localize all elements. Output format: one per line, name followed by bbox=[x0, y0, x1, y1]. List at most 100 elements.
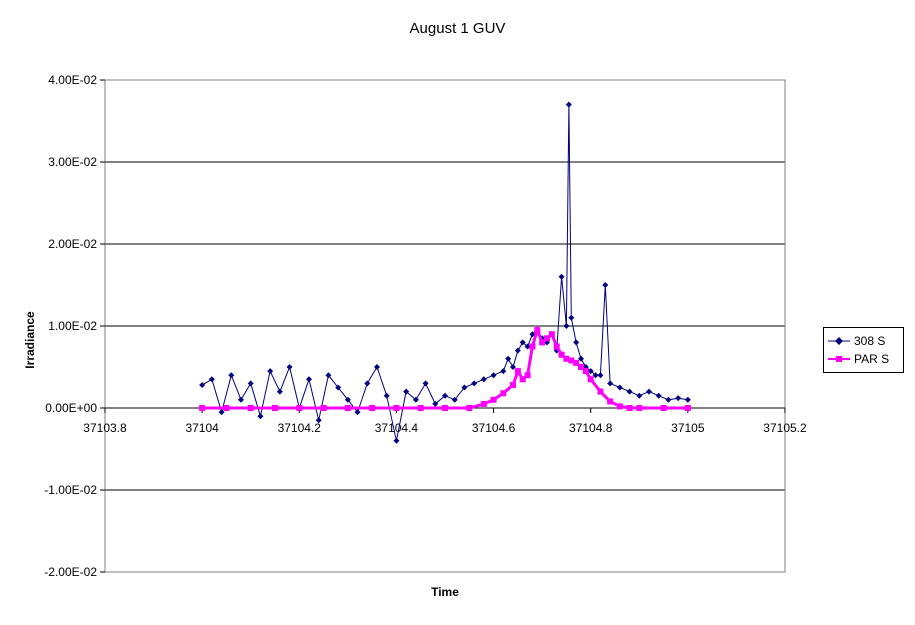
data-point bbox=[199, 382, 206, 389]
data-point bbox=[655, 392, 662, 399]
data-point bbox=[306, 376, 312, 383]
data-point bbox=[524, 372, 531, 379]
data-point bbox=[374, 364, 380, 370]
data-point bbox=[553, 343, 560, 350]
data-point bbox=[267, 368, 274, 375]
data-point bbox=[684, 405, 691, 411]
data-point bbox=[296, 405, 303, 411]
data-point bbox=[480, 400, 487, 407]
data-point bbox=[529, 343, 536, 350]
data-point bbox=[607, 380, 614, 387]
data-point bbox=[461, 384, 468, 391]
data-point bbox=[514, 368, 521, 375]
data-point bbox=[500, 390, 507, 397]
data-point bbox=[223, 405, 230, 411]
data-point bbox=[626, 388, 633, 395]
data-point bbox=[548, 331, 555, 338]
series-line bbox=[201, 104, 688, 441]
legend-item-par: PAR S bbox=[828, 351, 889, 367]
data-point bbox=[568, 314, 575, 321]
data-point bbox=[665, 396, 672, 403]
legend-label-308: 308 S bbox=[854, 334, 886, 348]
data-point bbox=[563, 323, 570, 329]
data-point bbox=[587, 376, 594, 383]
data-point bbox=[480, 376, 487, 383]
data-point bbox=[534, 327, 541, 334]
data-point bbox=[364, 380, 371, 387]
data-point bbox=[403, 388, 410, 395]
data-point bbox=[592, 372, 599, 379]
data-point bbox=[597, 388, 604, 395]
data-point bbox=[646, 388, 652, 395]
data-point bbox=[247, 380, 254, 387]
data-point bbox=[616, 384, 623, 391]
y-tick-label: 2.00E-02 bbox=[48, 237, 97, 251]
y-tick-label: 3.00E-02 bbox=[48, 155, 97, 169]
data-point bbox=[510, 364, 516, 370]
data-point bbox=[199, 405, 206, 411]
x-tick-label: 37104.8 bbox=[569, 421, 613, 435]
x-tick-label: 37105.2 bbox=[763, 421, 807, 435]
data-point bbox=[500, 368, 507, 375]
data-point bbox=[393, 405, 400, 411]
data-point bbox=[451, 396, 458, 403]
data-point bbox=[597, 372, 604, 379]
data-point bbox=[393, 437, 400, 444]
data-point bbox=[325, 372, 332, 379]
legend: 308 S PAR S bbox=[823, 327, 904, 373]
data-point bbox=[539, 339, 546, 346]
series-layer bbox=[199, 101, 691, 444]
data-point bbox=[675, 395, 682, 402]
data-point bbox=[344, 396, 351, 403]
x-tick-label: 37105 bbox=[671, 421, 705, 435]
data-point bbox=[626, 405, 633, 411]
x-axis-label: Time bbox=[431, 585, 459, 599]
data-point bbox=[587, 368, 594, 375]
data-point bbox=[505, 355, 512, 362]
series-0 bbox=[199, 101, 691, 444]
data-point bbox=[320, 405, 327, 411]
data-point bbox=[228, 372, 235, 379]
data-point bbox=[573, 339, 580, 346]
data-point bbox=[519, 376, 526, 383]
data-point bbox=[558, 351, 565, 358]
data-point bbox=[607, 398, 614, 405]
data-point bbox=[442, 405, 448, 411]
data-point bbox=[582, 368, 589, 375]
data-point bbox=[369, 405, 376, 411]
data-point bbox=[636, 405, 643, 411]
data-point bbox=[412, 396, 419, 403]
data-point bbox=[544, 335, 550, 342]
data-point bbox=[616, 403, 623, 410]
legend-label-par: PAR S bbox=[854, 352, 890, 366]
data-point bbox=[573, 359, 580, 366]
data-point bbox=[335, 384, 342, 391]
data-point bbox=[247, 405, 254, 411]
data-point bbox=[471, 380, 478, 387]
y-tick-label: -2.00E-02 bbox=[44, 565, 97, 579]
data-point bbox=[257, 413, 264, 420]
x-tick-label: 37103.8 bbox=[83, 421, 127, 435]
data-point bbox=[466, 405, 473, 411]
data-point bbox=[563, 355, 570, 362]
data-point bbox=[344, 405, 351, 411]
y-axis-ticks: -2.00E-02 -1.00E-02 0.00E+00 1.00E-02 2.00E-… bbox=[44, 73, 105, 579]
x-tick-label: 37104.2 bbox=[278, 421, 322, 435]
data-point bbox=[578, 364, 584, 370]
data-point bbox=[218, 409, 225, 416]
data-point bbox=[519, 339, 526, 346]
y-tick-label: 0.00E+00 bbox=[45, 401, 97, 415]
data-point bbox=[442, 392, 448, 399]
data-point bbox=[529, 331, 536, 338]
data-point bbox=[660, 405, 667, 411]
data-point bbox=[568, 357, 575, 364]
data-point bbox=[524, 343, 531, 350]
y-axis-label: Irradiance bbox=[23, 311, 37, 369]
data-point bbox=[276, 388, 283, 395]
data-point bbox=[208, 376, 215, 383]
y-tick-label: 4.00E-02 bbox=[48, 73, 97, 87]
data-point bbox=[315, 417, 322, 424]
data-point bbox=[490, 372, 497, 379]
data-point bbox=[558, 273, 565, 280]
